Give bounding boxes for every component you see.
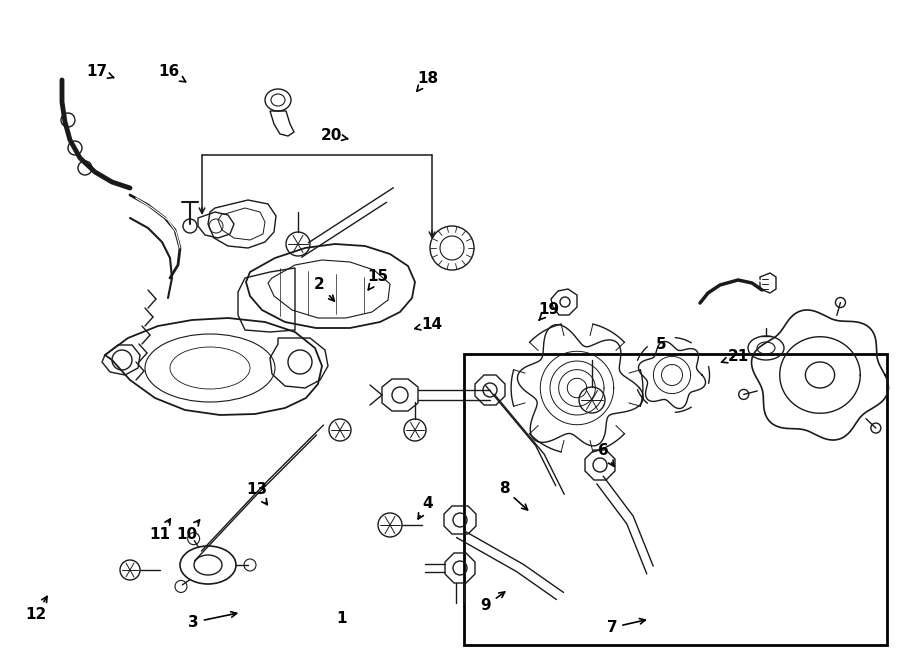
Bar (464, 354, 886, 645)
Text: 12: 12 (25, 596, 47, 622)
Text: 13: 13 (246, 483, 267, 504)
Text: 1: 1 (337, 612, 347, 626)
Text: 10: 10 (176, 520, 200, 542)
Text: 5: 5 (656, 337, 667, 352)
Text: 16: 16 (158, 64, 185, 82)
Text: 18: 18 (417, 71, 438, 91)
Text: 7: 7 (607, 618, 645, 635)
Text: 4: 4 (418, 496, 433, 519)
Text: 3: 3 (188, 612, 237, 630)
Text: 6: 6 (598, 443, 614, 466)
Text: 14: 14 (415, 317, 443, 332)
Text: 17: 17 (86, 64, 113, 79)
Text: 8: 8 (499, 481, 527, 510)
Text: 20: 20 (320, 128, 347, 143)
Text: 9: 9 (481, 592, 505, 613)
Text: 11: 11 (149, 519, 171, 542)
Text: 21: 21 (722, 349, 749, 363)
Text: 2: 2 (314, 277, 335, 301)
Text: 15: 15 (367, 269, 389, 290)
Text: 19: 19 (538, 303, 560, 320)
